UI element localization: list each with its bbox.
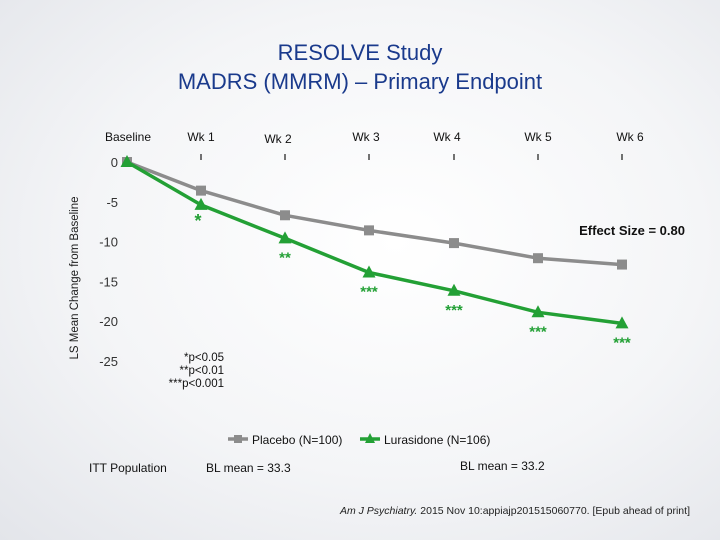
x-category-label: Wk 2 [264,132,292,146]
legend-marker-triangle [365,433,375,443]
data-point-square [617,259,627,270]
data-point-triangle [120,155,134,167]
data-point-square [196,185,206,196]
legend-entry: Placebo (N=100) [252,433,342,447]
data-point-square [533,253,543,264]
chart-title-line-1: RESOLVE Study [277,40,443,65]
effect-size-annotation: Effect Size = 0.80 [579,223,685,238]
data-point-triangle [531,305,545,318]
p-value-note: *p<0.05 [184,352,224,364]
x-category-label: Wk 5 [524,130,552,144]
significance-marker: * [194,211,201,231]
legend-entry: Lurasidone (N=106) [384,433,490,447]
data-point-square [280,210,290,221]
y-tick-label: 0 [111,155,118,170]
data-point-triangle [278,231,292,244]
legend-marker-square [234,435,242,443]
significance-marker: *** [613,334,631,351]
citation: Am J Psychiatry. 2015 Nov 10:appiajp2015… [0,505,690,517]
annotation-layer: ***************Effect Size = 0.80*p<0.05… [169,211,685,447]
x-category-label: Wk 1 [187,130,215,144]
p-value-note: **p<0.01 [180,365,224,377]
baseline-mean-placebo: BL mean = 33.3 [206,461,291,475]
series-layer [120,155,629,329]
baseline-mean-lurasidone: BL mean = 33.2 [460,459,545,473]
x-category-label: Wk 4 [433,130,461,144]
citation-journal: Am J Psychiatry. [339,505,418,517]
chart-title-line-2: MADRS (MMRM) – Primary Endpoint [177,69,543,94]
y-tick-label: -15 [99,274,118,289]
significance-marker: *** [360,284,378,301]
x-category-label: Wk 3 [352,130,380,144]
y-tick-label: -10 [99,235,118,250]
y-tick-label: -5 [106,195,118,210]
data-point-triangle [194,197,208,210]
population-label: ITT Population [89,461,167,475]
axis-layer: LS Mean Change from Baseline 0 -5 -10 -15 -20… [69,130,644,369]
data-point-triangle [362,265,376,278]
p-value-note: ***p<0.001 [169,378,224,390]
significance-marker: *** [529,323,547,340]
x-category-label: Baseline [105,130,151,144]
y-axis-label: LS Mean Change from Baseline [69,196,81,359]
data-point-triangle [615,316,629,329]
data-point-square [449,238,459,249]
citation-details: 2015 Nov 10:appiajp201515060770. [Epub a… [417,505,690,517]
significance-marker: ** [279,249,291,266]
data-point-triangle [447,283,461,296]
y-tick-label: -20 [99,314,118,329]
y-tick-label: -25 [99,354,118,369]
x-category-label: Wk 6 [616,130,644,144]
significance-marker: *** [445,302,463,319]
data-point-square [364,225,374,236]
